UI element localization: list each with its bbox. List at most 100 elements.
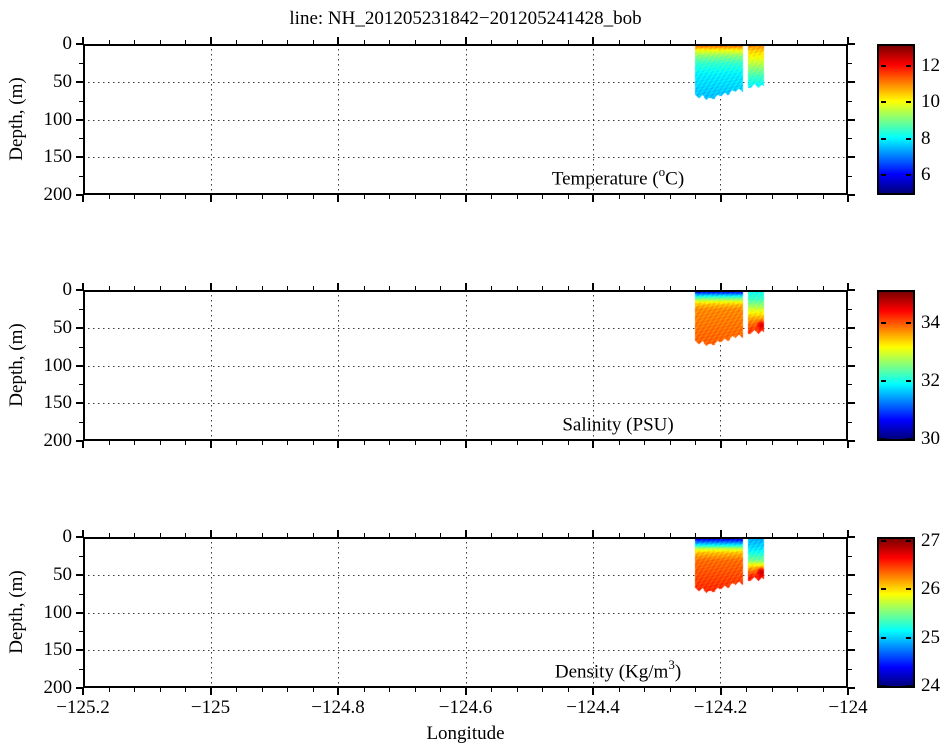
y-major-tick (848, 573, 855, 576)
x-minor-tick (261, 533, 263, 537)
x-minor-tick (516, 688, 518, 692)
panel-label-salinity: Salinity (PSU) (523, 411, 713, 436)
x-minor-tick (746, 688, 747, 692)
colorbar-tick (906, 173, 911, 176)
x-minor-tick (644, 195, 645, 199)
x-minor-tick (822, 195, 824, 199)
y-tick-label: 200 (43, 430, 73, 451)
y-minor-tick (848, 631, 852, 633)
x-minor-tick (491, 40, 492, 44)
panel-temperature: Depth, (m) 0 50 100 150 200 Temperature (oC)… (0, 34, 950, 204)
x-minor-tick (491, 688, 492, 692)
x-minor-tick (669, 195, 671, 199)
x-minor-tick (746, 40, 747, 44)
x-minor-tick (695, 286, 696, 290)
y-minor-tick (79, 555, 83, 557)
colorbar-gradient (879, 292, 913, 439)
x-minor-tick (363, 441, 365, 445)
x-minor-tick (822, 533, 824, 537)
y-major-tick (76, 364, 83, 367)
y-minor-tick (848, 384, 852, 386)
x-minor-tick (440, 286, 441, 290)
x-minor-tick (797, 286, 798, 290)
x-minor-tick (567, 286, 569, 290)
panel-density: Depth, (m) 0 50 100 150 200 Density (Kg/m3) … (0, 527, 950, 697)
y-minor-tick (79, 62, 83, 64)
x-minor-tick (185, 688, 186, 692)
x-minor-tick (822, 40, 824, 44)
x-minor-tick (287, 195, 288, 199)
y-major-tick (848, 289, 855, 291)
y-major-tick (848, 118, 855, 121)
x-minor-tick (287, 286, 288, 290)
colorbar-tick-label: 25 (921, 626, 940, 648)
x-minor-tick (695, 533, 696, 537)
y-minor-tick (79, 669, 83, 671)
x-minor-tick (542, 533, 543, 537)
x-minor-tick (771, 533, 773, 537)
x-minor-tick (134, 688, 135, 692)
y-tick-label: 150 (43, 392, 73, 414)
y-major-tick (76, 194, 83, 196)
y-major-tick (848, 326, 855, 329)
x-tick-label: −124.8 (311, 697, 365, 718)
y-major-tick (848, 80, 855, 83)
panel-label-sup: 3 (668, 657, 675, 672)
colorbar-tick-label: 34 (921, 312, 940, 333)
x-major-tick (82, 283, 84, 290)
y-major-tick (76, 289, 83, 291)
x-minor-tick (644, 688, 645, 692)
colorbar-tick (906, 322, 911, 324)
x-minor-tick (108, 40, 110, 44)
x-minor-tick (414, 533, 416, 537)
x-minor-tick (797, 688, 798, 692)
x-minor-tick (159, 688, 161, 692)
x-minor-tick (261, 688, 263, 692)
x-minor-tick (287, 533, 288, 537)
x-major-tick (464, 441, 467, 448)
y-major-tick (76, 118, 83, 121)
x-major-tick (209, 195, 212, 202)
y-minor-tick (848, 100, 852, 102)
colorbar-tick (881, 137, 886, 140)
panel-salinity: Depth, (m) 0 50 100 150 200 Salinity (PSU) 3… (0, 280, 950, 450)
x-tick-label: −124.2 (693, 697, 748, 718)
x-minor-tick (287, 441, 288, 445)
x-minor-tick (669, 286, 671, 290)
x-minor-tick (797, 40, 798, 44)
x-minor-tick (746, 195, 747, 199)
y-minor-tick (79, 593, 83, 595)
y-minor-tick (848, 669, 852, 671)
colorbar-tick (881, 65, 886, 68)
y-major-tick (76, 156, 83, 159)
x-minor-tick (414, 441, 416, 445)
x-minor-tick (822, 286, 824, 290)
x-tick-label: −124 (828, 697, 868, 718)
x-minor-tick (440, 688, 441, 692)
x-major-tick (847, 37, 849, 44)
y-major-tick (848, 440, 855, 442)
x-minor-tick (312, 533, 314, 537)
y-major-tick (76, 80, 83, 83)
y-major-tick (848, 536, 855, 538)
x-minor-tick (134, 40, 135, 44)
x-minor-tick (261, 286, 263, 290)
x-major-tick (719, 283, 722, 290)
x-major-tick (464, 530, 467, 537)
y-tick-label: 50 (53, 563, 72, 585)
x-minor-tick (695, 688, 696, 692)
y-major-tick (76, 573, 83, 576)
colorbar-tick (881, 380, 886, 382)
x-minor-tick (567, 40, 569, 44)
x-axis-label: Longitude (426, 723, 505, 744)
x-minor-tick (695, 441, 696, 445)
x-major-tick (82, 530, 84, 537)
x-minor-tick (542, 286, 543, 290)
x-minor-tick (159, 195, 161, 199)
colorbar-tick-label: 12 (921, 55, 940, 77)
x-minor-tick (389, 688, 390, 692)
x-minor-tick (236, 441, 237, 445)
x-tick-label: −125 (190, 697, 231, 718)
x-minor-tick (108, 286, 110, 290)
colorbar-tick (906, 636, 911, 639)
